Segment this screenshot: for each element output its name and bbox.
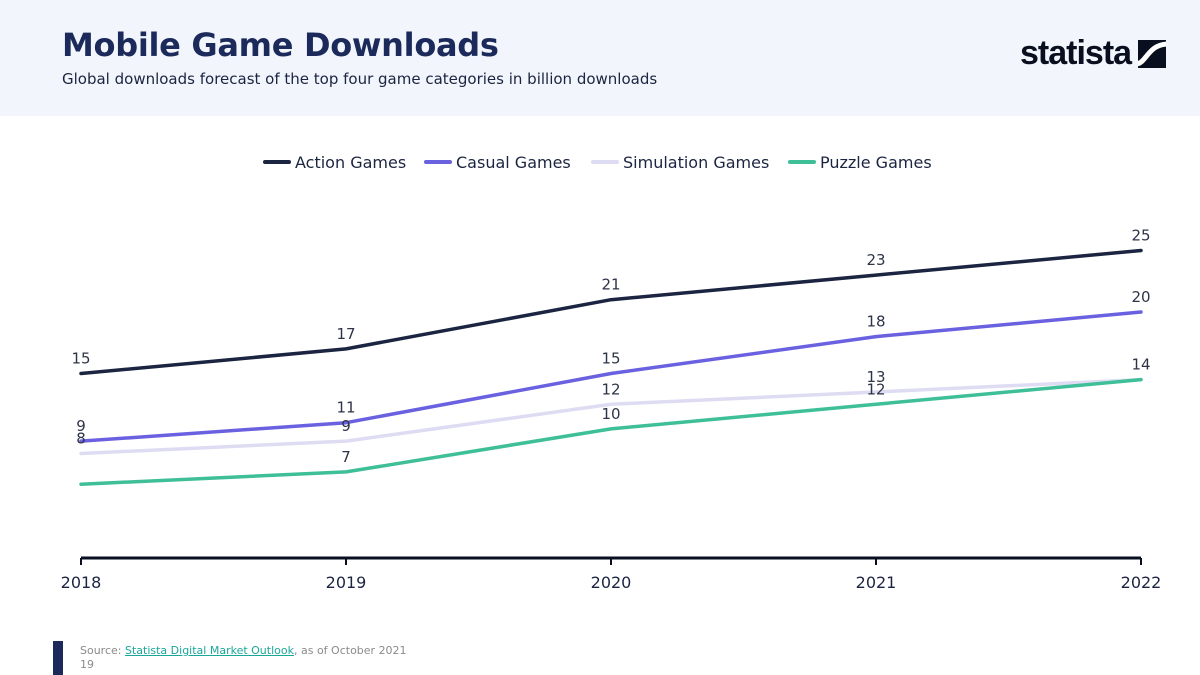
data-label: 15	[71, 350, 90, 368]
x-tick-label: 2018	[61, 573, 102, 592]
data-label: 21	[601, 276, 620, 294]
series-line	[79, 248, 1143, 376]
data-label: 13	[866, 368, 885, 386]
data-label: 12	[601, 380, 620, 398]
series-line	[79, 310, 1143, 443]
data-label: 23	[866, 251, 885, 269]
source-prefix: Source:	[80, 644, 125, 657]
data-label: 18	[866, 313, 885, 331]
source-suffix: , as of October 2021	[293, 644, 407, 657]
x-tick-label: 2022	[1121, 573, 1162, 592]
data-label: 12	[866, 380, 885, 398]
data-label: 8	[76, 429, 86, 447]
data-label: 10	[601, 405, 620, 423]
logo-wordmark: statista	[1020, 34, 1132, 72]
data-label: 15	[601, 350, 620, 368]
x-tick-label: 2021	[856, 573, 897, 592]
data-label: 9	[341, 417, 351, 435]
data-label: 9	[76, 417, 86, 435]
line-chart: Action Games Casual Games Simulation Games…	[61, 153, 1162, 592]
header: Mobile Game Downloads Global downloads f…	[0, 0, 1200, 116]
statista-logo-icon	[1138, 40, 1166, 68]
page-number: 19	[80, 658, 94, 671]
data-label: 20	[1131, 288, 1150, 306]
data-label: 25	[1131, 227, 1150, 245]
series-line	[79, 377, 1143, 486]
x-tick-label: 2020	[591, 573, 632, 592]
data-label: 7	[341, 448, 351, 466]
page-subtitle: Global downloads forecast of the top fou…	[62, 70, 658, 88]
legend-label: Puzzle Games	[820, 153, 932, 172]
source-link[interactable]: Statista Digital Market Outlook	[124, 644, 294, 657]
data-label: 11	[336, 399, 355, 417]
data-label: 17	[336, 325, 355, 343]
legend-label: Action Games	[295, 153, 406, 172]
page-title: Mobile Game Downloads	[62, 26, 499, 64]
legend-label: Simulation Games	[623, 153, 769, 172]
data-label: 14	[1131, 356, 1150, 374]
series-line	[79, 377, 1143, 456]
x-tick-label: 2019	[326, 573, 367, 592]
statista-logo[interactable]: statista	[1020, 32, 1170, 76]
source-note: Source: Statista Digital Market Outlook,…	[80, 644, 407, 672]
legend-label: Casual Games	[456, 153, 571, 172]
source-accent-bar	[53, 641, 63, 675]
